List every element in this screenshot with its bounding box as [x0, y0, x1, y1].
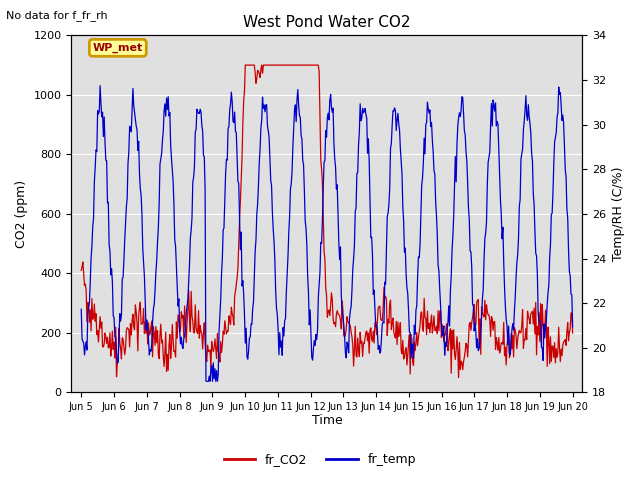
- Y-axis label: CO2 (ppm): CO2 (ppm): [15, 180, 28, 248]
- Text: No data for f_fr_rh: No data for f_fr_rh: [6, 10, 108, 21]
- Text: WP_met: WP_met: [93, 43, 143, 53]
- X-axis label: Time: Time: [312, 414, 342, 427]
- Legend: fr_CO2, fr_temp: fr_CO2, fr_temp: [219, 448, 421, 471]
- Y-axis label: Temp/RH (C/%): Temp/RH (C/%): [612, 167, 625, 261]
- Title: West Pond Water CO2: West Pond Water CO2: [243, 15, 411, 30]
